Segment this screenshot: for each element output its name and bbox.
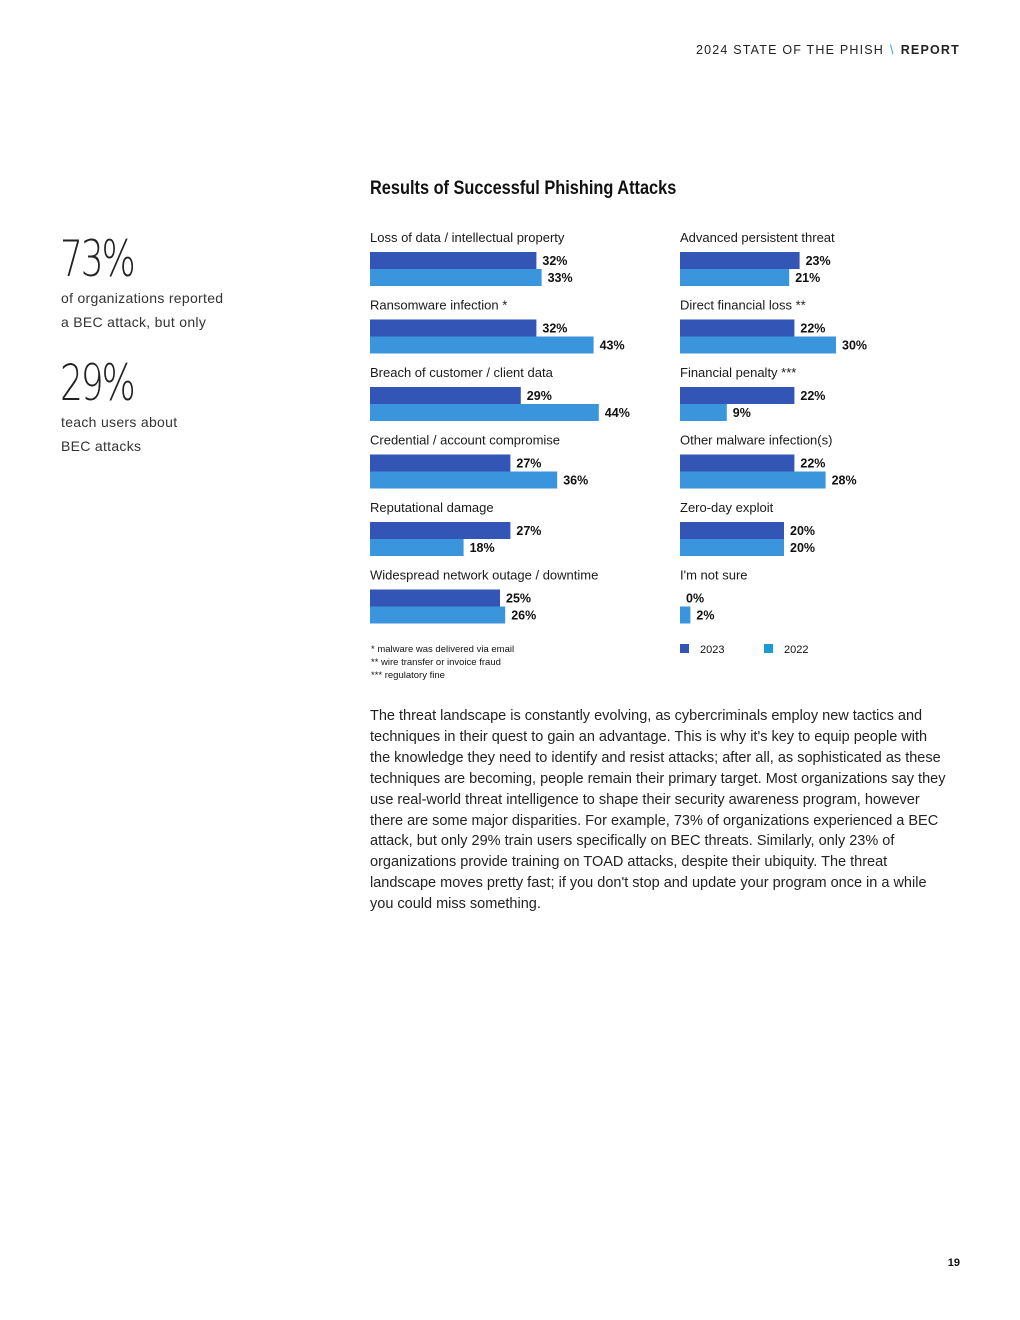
data-label: 21% bbox=[795, 271, 820, 285]
stat-text-bec-reported: of organizations reported a BEC attack, … bbox=[61, 286, 281, 334]
bar-2023 bbox=[370, 589, 500, 607]
bar-2022 bbox=[370, 539, 464, 556]
bar-2023 bbox=[680, 454, 795, 472]
bar-2022 bbox=[370, 336, 594, 354]
report-section: REPORT bbox=[900, 43, 960, 57]
category-label: Reputational damage bbox=[370, 500, 494, 515]
data-label: 33% bbox=[548, 271, 573, 285]
data-label: 20% bbox=[790, 524, 815, 538]
data-label: 22% bbox=[800, 457, 825, 471]
category-label: Credential / account compromise bbox=[370, 433, 560, 448]
bar-2022 bbox=[680, 404, 727, 421]
bar-2022 bbox=[370, 471, 558, 489]
stat-text-line: a BEC attack, but only bbox=[61, 314, 207, 330]
bar-2022 bbox=[680, 539, 784, 556]
bar-2023 bbox=[370, 454, 511, 472]
bar-2022 bbox=[680, 606, 691, 624]
report-title: 2024 STATE OF THE PHISH bbox=[695, 43, 885, 57]
stat-value-bec-reported: 73% bbox=[60, 230, 136, 288]
data-label: 27% bbox=[516, 457, 541, 471]
stat-text-line: teach users about bbox=[61, 414, 178, 430]
data-label: 43% bbox=[600, 339, 625, 353]
category-label: Direct financial loss ** bbox=[680, 298, 806, 313]
data-label: 26% bbox=[511, 609, 536, 623]
category-label: Breach of customer / client data bbox=[370, 365, 554, 380]
category-label: Other malware infection(s) bbox=[680, 433, 832, 448]
footnote: *** regulatory fine bbox=[371, 670, 445, 681]
bar-2022 bbox=[680, 336, 836, 354]
bar-2023 bbox=[680, 252, 800, 269]
data-label: 22% bbox=[800, 389, 825, 403]
legend-label: 2023 bbox=[700, 644, 724, 656]
data-label: 20% bbox=[790, 541, 815, 555]
header-separator: \ bbox=[890, 43, 895, 57]
data-label: 28% bbox=[832, 474, 857, 488]
category-label: Widespread network outage / downtime bbox=[370, 568, 598, 583]
bar-2023 bbox=[370, 319, 537, 337]
data-label: 23% bbox=[806, 254, 831, 268]
data-label: 2% bbox=[696, 609, 714, 623]
data-label: 27% bbox=[516, 524, 541, 538]
stat-text-bec-training: teach users about BEC attacks bbox=[61, 410, 281, 458]
bar-2023 bbox=[680, 319, 795, 337]
bar-2023 bbox=[680, 387, 795, 404]
legend-swatch bbox=[680, 644, 689, 653]
data-label: 18% bbox=[470, 541, 495, 555]
chart-title: Results of Successful Phishing Attacks bbox=[370, 178, 677, 199]
category-label: Zero-day exploit bbox=[680, 500, 774, 515]
category-label: Ransomware infection * bbox=[370, 298, 507, 313]
data-label: 32% bbox=[542, 322, 567, 336]
body-paragraph: The threat landscape is constantly evolv… bbox=[370, 708, 946, 913]
bar-2023 bbox=[370, 522, 511, 539]
data-label: 29% bbox=[527, 389, 552, 403]
data-label: 30% bbox=[842, 339, 867, 353]
bar-2022 bbox=[680, 471, 826, 489]
data-label: 32% bbox=[542, 254, 567, 268]
data-label: 9% bbox=[733, 406, 751, 420]
legend-label: 2022 bbox=[784, 644, 808, 656]
bar-2022 bbox=[370, 269, 542, 286]
bar-2023 bbox=[370, 252, 537, 269]
category-label: I'm not sure bbox=[680, 568, 748, 583]
bar-2023 bbox=[370, 387, 521, 404]
data-label: 36% bbox=[563, 474, 588, 488]
bar-2022 bbox=[370, 606, 506, 624]
chart-footnotes: * malware was delivered via email ** wir… bbox=[371, 643, 514, 682]
category-label: Loss of data / intellectual property bbox=[370, 230, 565, 245]
footnote: ** wire transfer or invoice fraud bbox=[371, 657, 501, 668]
report-header: 2024 STATE OF THE PHISH \ REPORT bbox=[696, 43, 960, 57]
data-label: 25% bbox=[506, 592, 531, 606]
stat-value-bec-training: 29% bbox=[60, 354, 136, 412]
stat-text-line: of organizations reported bbox=[61, 290, 224, 306]
data-label: 0% bbox=[686, 592, 704, 606]
bar-2022 bbox=[680, 269, 790, 286]
footnote: * malware was delivered via email bbox=[371, 644, 515, 655]
category-label: Financial penalty *** bbox=[680, 365, 796, 380]
category-label: Advanced persistent threat bbox=[680, 230, 835, 245]
stat-text-line: BEC attacks bbox=[61, 438, 142, 454]
bar-2023 bbox=[680, 522, 784, 539]
page-number: 19 bbox=[947, 1257, 960, 1269]
data-label: 44% bbox=[605, 406, 630, 420]
phishing-results-chart: Loss of data / intellectual property 32% 3… bbox=[370, 230, 867, 656]
bar-2022 bbox=[370, 404, 599, 421]
data-label: 22% bbox=[800, 322, 825, 336]
legend-swatch bbox=[764, 644, 773, 653]
